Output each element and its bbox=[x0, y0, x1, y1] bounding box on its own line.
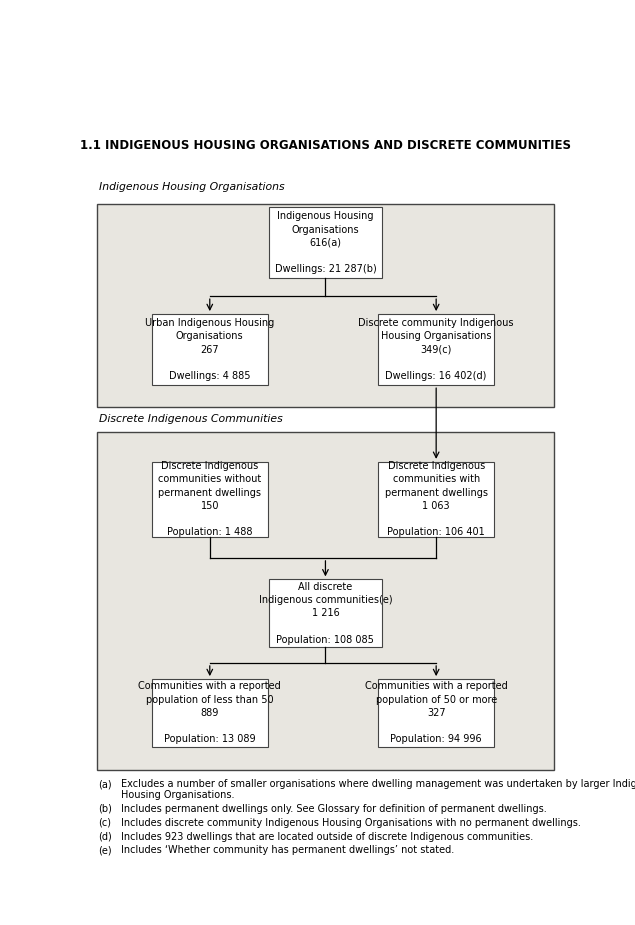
Text: Indigenous Housing Organisations: Indigenous Housing Organisations bbox=[99, 182, 284, 192]
Text: Discrete Indigenous
communities with
permanent dwellings
1 063

Population: 106 : Discrete Indigenous communities with per… bbox=[385, 462, 488, 537]
Text: Includes discrete community Indigenous Housing Organisations with no permanent d: Includes discrete community Indigenous H… bbox=[121, 818, 581, 828]
Bar bbox=[97, 431, 554, 770]
Text: Urban Indigenous Housing
Organisations
267

Dwellings: 4 885: Urban Indigenous Housing Organisations 2… bbox=[145, 318, 274, 381]
Bar bbox=[152, 314, 267, 385]
Text: (e): (e) bbox=[98, 845, 112, 856]
Text: Includes 923 dwellings that are located outside of discrete Indigenous communiti: Includes 923 dwellings that are located … bbox=[121, 832, 533, 842]
Text: Communities with a reported
population of less than 50
889

Population: 13 089: Communities with a reported population o… bbox=[138, 682, 281, 745]
Bar bbox=[152, 462, 267, 536]
Bar bbox=[269, 579, 382, 647]
Text: Includes permanent dwellings only. See Glossary for definition of permanent dwel: Includes permanent dwellings only. See G… bbox=[121, 804, 547, 814]
Text: (c): (c) bbox=[98, 818, 111, 828]
Text: All discrete
Indigenous communities(e)
1 216

Population: 108 085: All discrete Indigenous communities(e) 1… bbox=[258, 582, 392, 645]
Text: Includes ‘Whether community has permanent dwellings’ not stated.: Includes ‘Whether community has permanen… bbox=[121, 845, 455, 856]
Text: Excludes a number of smaller organisations where dwelling management was underta: Excludes a number of smaller organisatio… bbox=[121, 779, 635, 789]
Text: (b): (b) bbox=[98, 804, 112, 814]
Text: Indigenous Housing
Organisations
616(a)

Dwellings: 21 287(b): Indigenous Housing Organisations 616(a) … bbox=[274, 212, 377, 274]
Text: Discrete Indigenous
communities without
permanent dwellings
150

Population: 1 4: Discrete Indigenous communities without … bbox=[158, 462, 262, 537]
Bar bbox=[378, 679, 494, 746]
Bar bbox=[269, 207, 382, 278]
Text: (a): (a) bbox=[98, 779, 112, 789]
Text: (d): (d) bbox=[98, 832, 112, 842]
Bar bbox=[152, 679, 267, 746]
Text: 1.1 INDIGENOUS HOUSING ORGANISATIONS AND DISCRETE COMMUNITIES: 1.1 INDIGENOUS HOUSING ORGANISATIONS AND… bbox=[80, 139, 571, 152]
Bar bbox=[97, 204, 554, 407]
Text: Housing Organisations.: Housing Organisations. bbox=[121, 790, 235, 800]
Text: Discrete Indigenous Communities: Discrete Indigenous Communities bbox=[99, 414, 283, 425]
Text: Discrete community Indigenous
Housing Organisations
349(c)

Dwellings: 16 402(d): Discrete community Indigenous Housing Or… bbox=[358, 318, 514, 381]
Bar bbox=[378, 314, 494, 385]
Text: Communities with a reported
population of 50 or more
327

Population: 94 996: Communities with a reported population o… bbox=[364, 682, 507, 745]
Bar bbox=[378, 462, 494, 536]
